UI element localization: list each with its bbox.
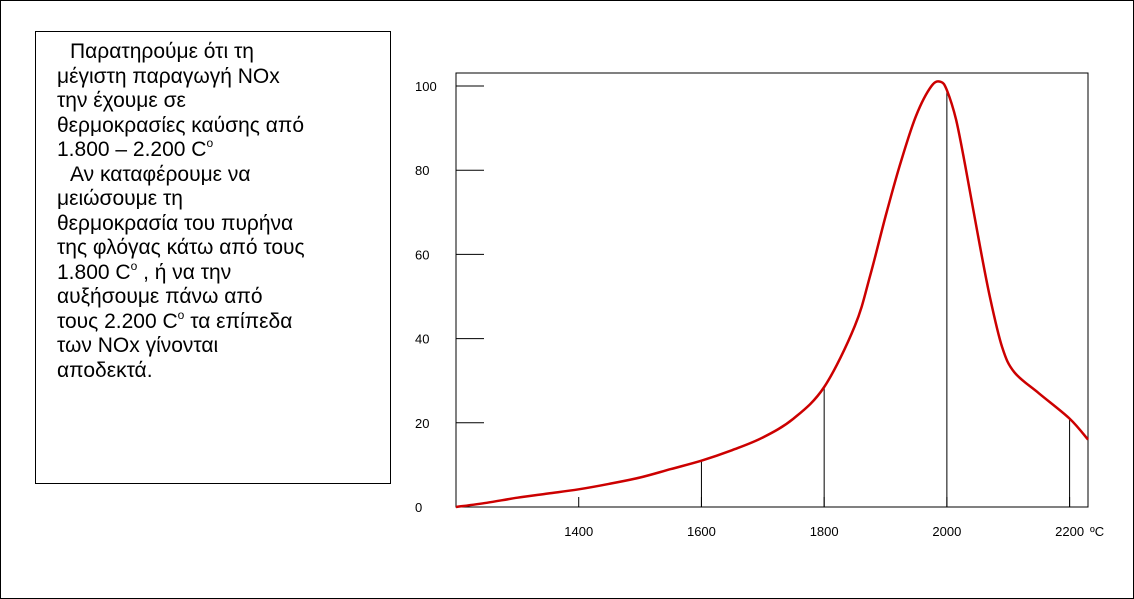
y-tick-label-80: 80 [415, 163, 429, 178]
x-tick-label-1400: 1400 [564, 524, 593, 539]
y-tick-label-20: 20 [415, 416, 429, 431]
y-tick-label-100: 100 [415, 79, 437, 94]
x-tick-label-2200: 2200 [1055, 524, 1084, 539]
x-tick-label-1600: 1600 [687, 524, 716, 539]
nox-curve-line [455, 80, 1089, 509]
note-paragraph-1: Παρατηρούμε ότι τη μέγιστη παραγωγή ΝΟx … [57, 40, 380, 163]
note-p2-line4: της φλόγας κάτω από τους [57, 236, 305, 259]
note-p2-line6: αυξήσουμε πάνω από [57, 285, 263, 308]
note-p2-line5b: , ή να την [137, 260, 232, 284]
note-p1-line2: μέγιστη παραγωγή ΝΟx [57, 64, 280, 88]
note-p2-line5-sup: o [130, 258, 138, 273]
note-p2-line3: θερμοκρασία του πυρήνα [57, 211, 294, 235]
y-tick-label-0: 0 [415, 500, 422, 515]
note-p2-line7a: τους 2.200 C [57, 309, 178, 333]
note-p1-line5: 1.800 – 2.200 C [57, 138, 207, 161]
note-p1-line4: θερμοκρασίες καύσης από [57, 113, 305, 137]
note-p2-line2: μειώσουμε τη [57, 187, 183, 210]
note-paragraph-2: Αν καταφέρουμε να μειώσουμε τη θερμοκρασ… [57, 163, 380, 384]
y-tick-label-60: 60 [415, 247, 429, 262]
x-tick-label-1800: 1800 [810, 524, 839, 539]
note-box: Παρατηρούμε ότι τη μέγιστη παραγωγή ΝΟx … [35, 31, 391, 484]
note-p2-line9: αποδεκτά. [57, 358, 153, 382]
note-p2-line7-sup: o [177, 307, 185, 322]
note-p2-line7b: τα επίπεδα [184, 309, 293, 333]
note-p1-line3: την έχουμε σε [57, 89, 186, 112]
plot-area-border [455, 72, 1089, 508]
note-p1-line1: Παρατηρούμε ότι τη [70, 40, 254, 63]
x-tick-label-2000: 2000 [932, 524, 961, 539]
x-unit-label: ºC [1090, 524, 1104, 539]
note-p1-line5-sup: o [206, 136, 214, 150]
note-p2-line1: Αν καταφέρουμε να [70, 162, 251, 186]
note-p2-line5a: 1.800 C [57, 260, 131, 284]
note-p2-line8: των ΝΟx γίνονται [57, 334, 219, 357]
y-tick-label-40: 40 [415, 332, 429, 347]
